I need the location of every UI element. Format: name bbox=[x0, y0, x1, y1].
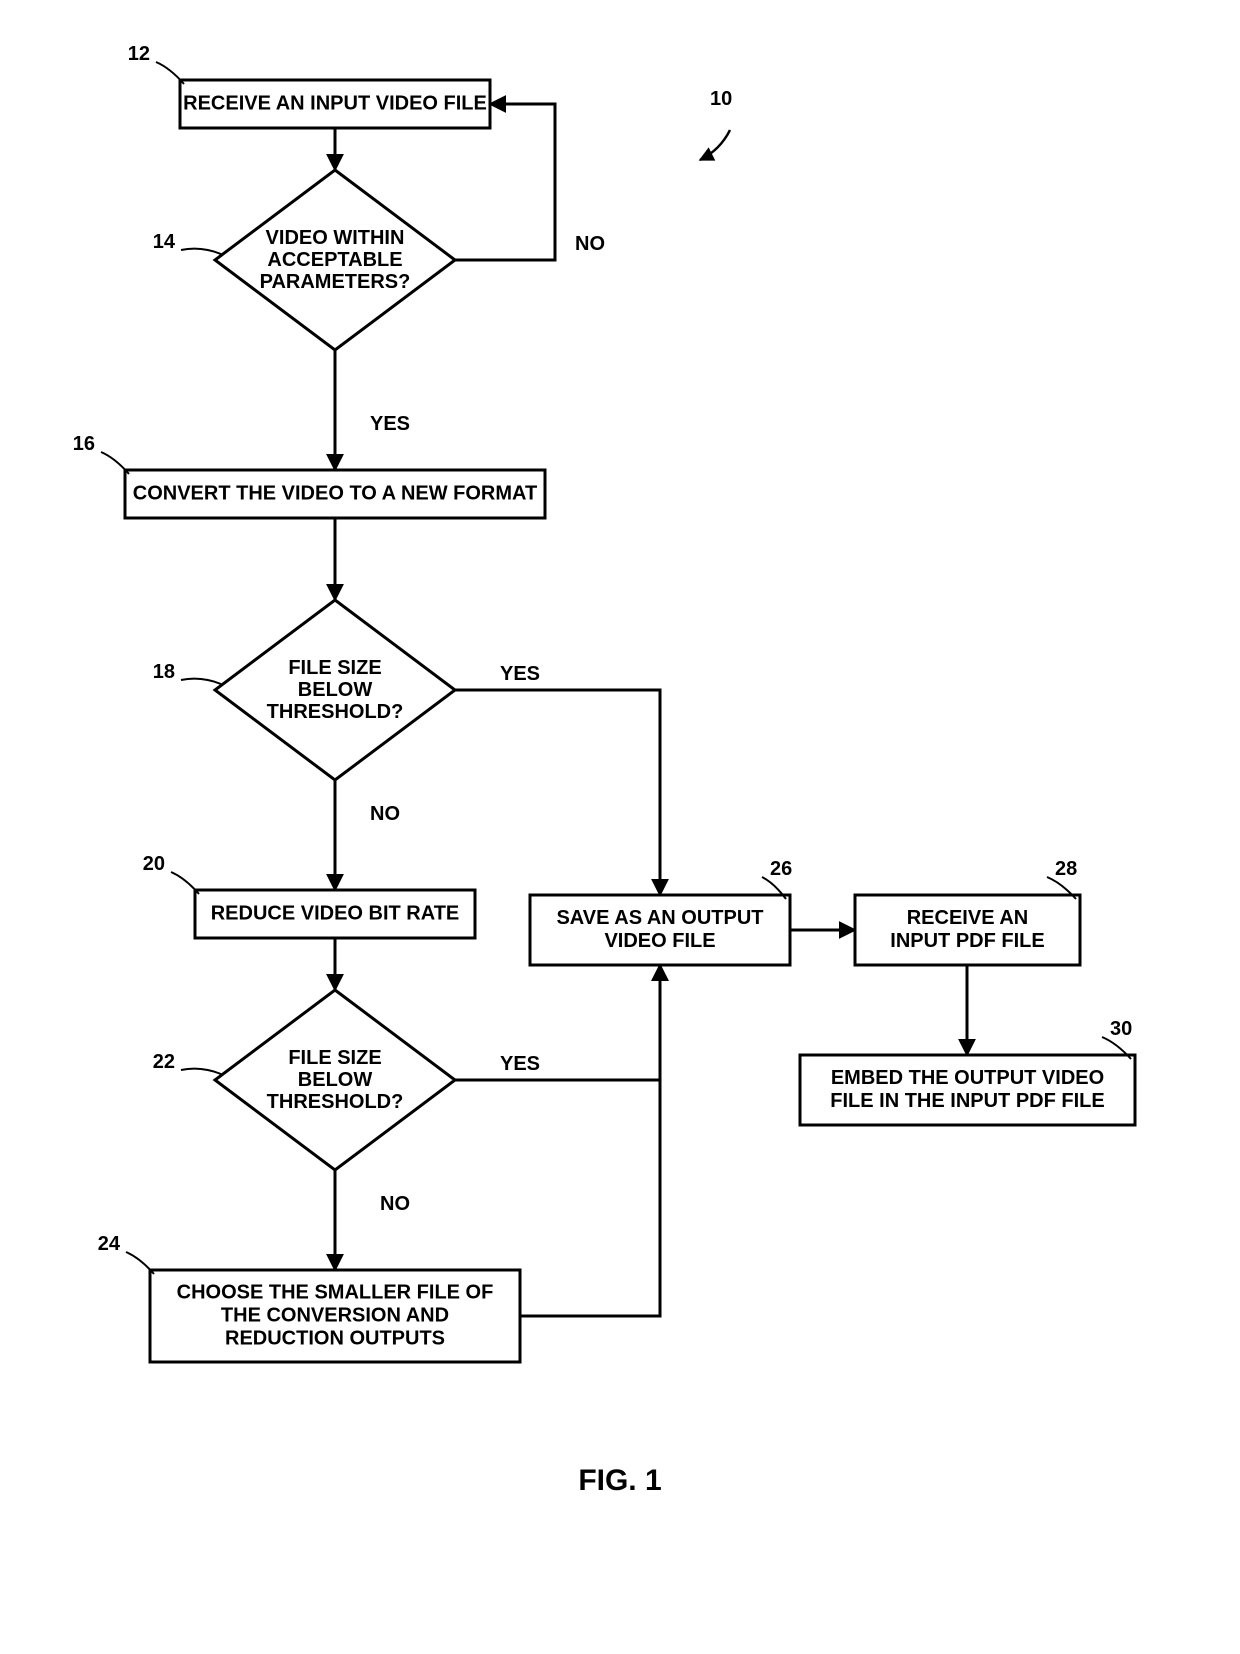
process-box-label: THE CONVERSION AND bbox=[221, 1305, 449, 1327]
edge-label: NO bbox=[380, 1193, 410, 1215]
decision-label: FILE SIZE bbox=[288, 657, 381, 679]
reference-number: 18 bbox=[153, 661, 175, 683]
flow-edge: e24_26 bbox=[520, 965, 660, 1316]
reference-leader bbox=[181, 679, 221, 684]
decision-label: FILE SIZE bbox=[288, 1047, 381, 1069]
reference-number: 14 bbox=[153, 231, 176, 253]
reference-leader bbox=[126, 1252, 154, 1274]
edge-label: NO bbox=[575, 233, 605, 255]
reference-leader bbox=[101, 452, 129, 474]
edge-label: YES bbox=[370, 413, 410, 435]
process-box-label: INPUT PDF FILE bbox=[890, 930, 1044, 952]
reference-number: 16 bbox=[73, 433, 95, 455]
edge-label: NO bbox=[370, 803, 400, 825]
decision-label: THRESHOLD? bbox=[267, 701, 404, 723]
figure-reference-arrow bbox=[700, 130, 730, 160]
edge-label: YES bbox=[500, 1053, 540, 1075]
reference-leader bbox=[181, 1069, 221, 1074]
process-box-label: FILE IN THE INPUT PDF FILE bbox=[830, 1090, 1104, 1112]
process-box-label: RECEIVE AN bbox=[907, 907, 1029, 929]
process-box-label: RECEIVE AN INPUT VIDEO FILE bbox=[183, 93, 487, 115]
reference-leader bbox=[181, 249, 221, 254]
process-box-label: SAVE AS AN OUTPUT bbox=[556, 907, 763, 929]
flow-edge: e22_yes_26 bbox=[455, 965, 660, 1080]
reference-number: 28 bbox=[1055, 858, 1077, 880]
process-box-label: REDUCTION OUTPUTS bbox=[225, 1328, 445, 1350]
decision-label: PARAMETERS? bbox=[260, 271, 411, 293]
flowchart-svg: e12_14e14_no_12NOe14_yes_16YESe16_18e18_… bbox=[0, 0, 1240, 1654]
figure-reference-number: 10 bbox=[710, 88, 732, 110]
process-box-label: REDUCE VIDEO BIT RATE bbox=[211, 903, 460, 925]
decision-label: BELOW bbox=[298, 1069, 373, 1091]
figure-caption: FIG. 1 bbox=[578, 1464, 661, 1497]
reference-number: 12 bbox=[128, 43, 150, 65]
process-box-label: EMBED THE OUTPUT VIDEO bbox=[831, 1067, 1104, 1089]
reference-leader bbox=[171, 872, 199, 894]
decision-label: VIDEO WITHIN bbox=[266, 227, 405, 249]
decision-label: ACCEPTABLE bbox=[267, 249, 402, 271]
process-box-label: CHOOSE THE SMALLER FILE OF bbox=[177, 1282, 494, 1304]
decision-label: BELOW bbox=[298, 679, 373, 701]
edge-label: YES bbox=[500, 663, 540, 685]
process-box-label: CONVERT THE VIDEO TO A NEW FORMAT bbox=[133, 483, 537, 505]
decision-label: THRESHOLD? bbox=[267, 1091, 404, 1113]
process-box-label: VIDEO FILE bbox=[604, 930, 715, 952]
flow-edge: e18_yes_26 bbox=[455, 690, 660, 895]
reference-number: 22 bbox=[153, 1051, 175, 1073]
reference-leader bbox=[156, 62, 184, 84]
reference-number: 24 bbox=[98, 1233, 121, 1255]
reference-number: 26 bbox=[770, 858, 792, 880]
reference-number: 20 bbox=[143, 853, 165, 875]
reference-number: 30 bbox=[1110, 1018, 1132, 1040]
